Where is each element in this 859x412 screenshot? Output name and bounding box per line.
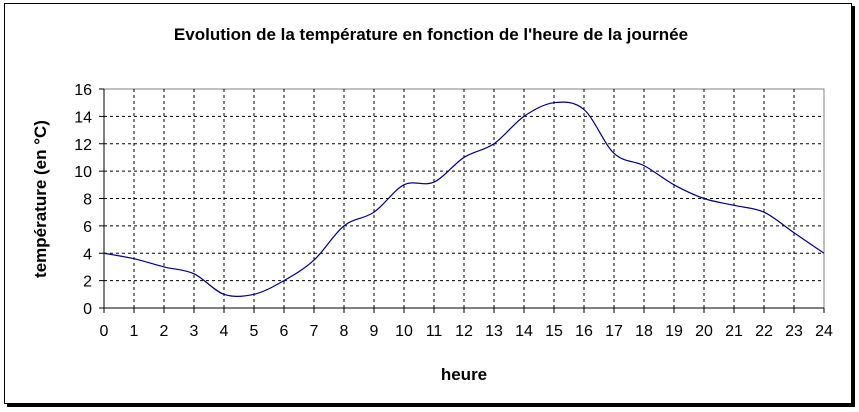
x-tick-label: 3 <box>190 323 199 340</box>
grid <box>104 89 824 308</box>
x-tick-label: 20 <box>695 323 713 340</box>
x-tick-label: 5 <box>250 323 259 340</box>
x-tick-label: 4 <box>220 323 229 340</box>
x-tick-label: 2 <box>160 323 169 340</box>
y-tick-label: 16 <box>74 82 92 99</box>
y-tick-label: 2 <box>83 274 92 291</box>
x-tick-label: 24 <box>815 323 833 340</box>
y-tick-label: 14 <box>74 109 92 126</box>
x-tick-label: 23 <box>785 323 803 340</box>
x-tick-label: 7 <box>310 323 319 340</box>
x-tick-label: 11 <box>426 323 443 340</box>
y-axis-label: température (en °C) <box>31 120 50 278</box>
x-tick-label: 21 <box>725 323 743 340</box>
series-layer <box>103 101 825 298</box>
x-tick-label: 15 <box>545 323 563 340</box>
x-tick-label: 22 <box>755 323 773 340</box>
x-tick-label: 8 <box>340 323 349 340</box>
x-tick-label: 0 <box>100 323 109 340</box>
temperature-line <box>103 101 825 298</box>
x-tick-label: 1 <box>130 323 139 340</box>
x-axis-label: heure <box>441 365 487 384</box>
y-tick-label: 8 <box>83 192 92 209</box>
y-tick-label: 0 <box>83 301 92 318</box>
x-tick-label: 18 <box>635 323 653 340</box>
x-tick-label: 6 <box>280 323 289 340</box>
y-tick-labels: 0 2 4 6 8 10 12 14 16 <box>74 82 92 318</box>
y-tick-label: 4 <box>83 246 92 263</box>
x-tick-label: 9 <box>370 323 379 340</box>
x-tick-label: 10 <box>395 323 413 340</box>
y-tick-label: 6 <box>83 219 92 236</box>
x-tick-label: 14 <box>515 323 533 340</box>
y-tick-label: 12 <box>74 137 92 154</box>
axes <box>99 88 825 313</box>
x-tick-label: 12 <box>455 323 473 340</box>
x-tick-label: 16 <box>575 323 593 340</box>
x-tick-label: 13 <box>485 323 503 340</box>
x-tick-label: 19 <box>665 323 683 340</box>
x-tick-label: 17 <box>605 323 623 340</box>
x-tick-labels: 0 1 2 3 4 5 6 7 8 9 10 11 12 13 14 15 16 17 18 19 20 21 22 23 24 <box>100 323 833 340</box>
chart-title: Evolution de la température en fonction … <box>174 25 688 44</box>
y-tick-label: 10 <box>74 164 92 181</box>
